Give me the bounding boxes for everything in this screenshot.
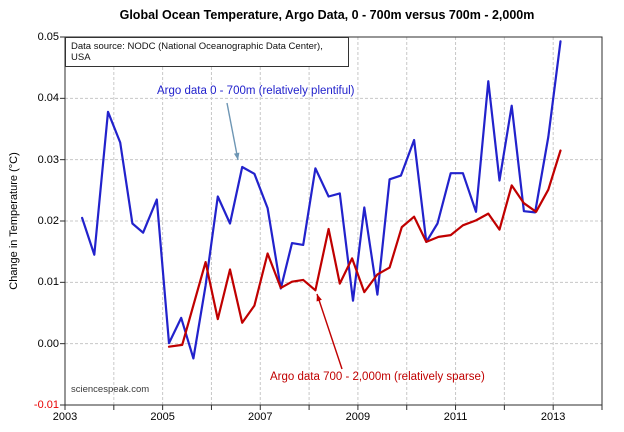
x-tick-label: 2009 xyxy=(345,411,371,423)
x-tick-label: 2003 xyxy=(52,411,78,423)
annotation-blue-series-label: Argo data 0 - 700m (relatively plentiful… xyxy=(157,85,355,97)
y-tick-label: 0.03 xyxy=(37,153,59,166)
y-tick-label: 0.01 xyxy=(37,276,59,289)
x-tick-label: 2007 xyxy=(248,411,273,423)
y-tick-label: 0.05 xyxy=(37,31,59,43)
x-tick-label: 2011 xyxy=(443,411,468,423)
y-tick-label: 0.02 xyxy=(37,215,59,227)
y-tick-label: 0.04 xyxy=(37,92,59,105)
watermark-text: sciencespeak.com xyxy=(71,384,150,395)
x-tick-label: 2013 xyxy=(540,411,566,423)
chart-title: Global Ocean Temperature, Argo Data, 0 -… xyxy=(119,8,535,22)
y-tick-label: 0.00 xyxy=(37,337,59,350)
data-source-note: Data source: NODC (National Oceanographi… xyxy=(65,37,349,67)
annotation-red-series-label: Argo data 700 - 2,000m (relatively spars… xyxy=(270,371,485,383)
y-tick-label: -0.01 xyxy=(33,399,59,411)
x-tick-label: 2005 xyxy=(150,411,175,423)
